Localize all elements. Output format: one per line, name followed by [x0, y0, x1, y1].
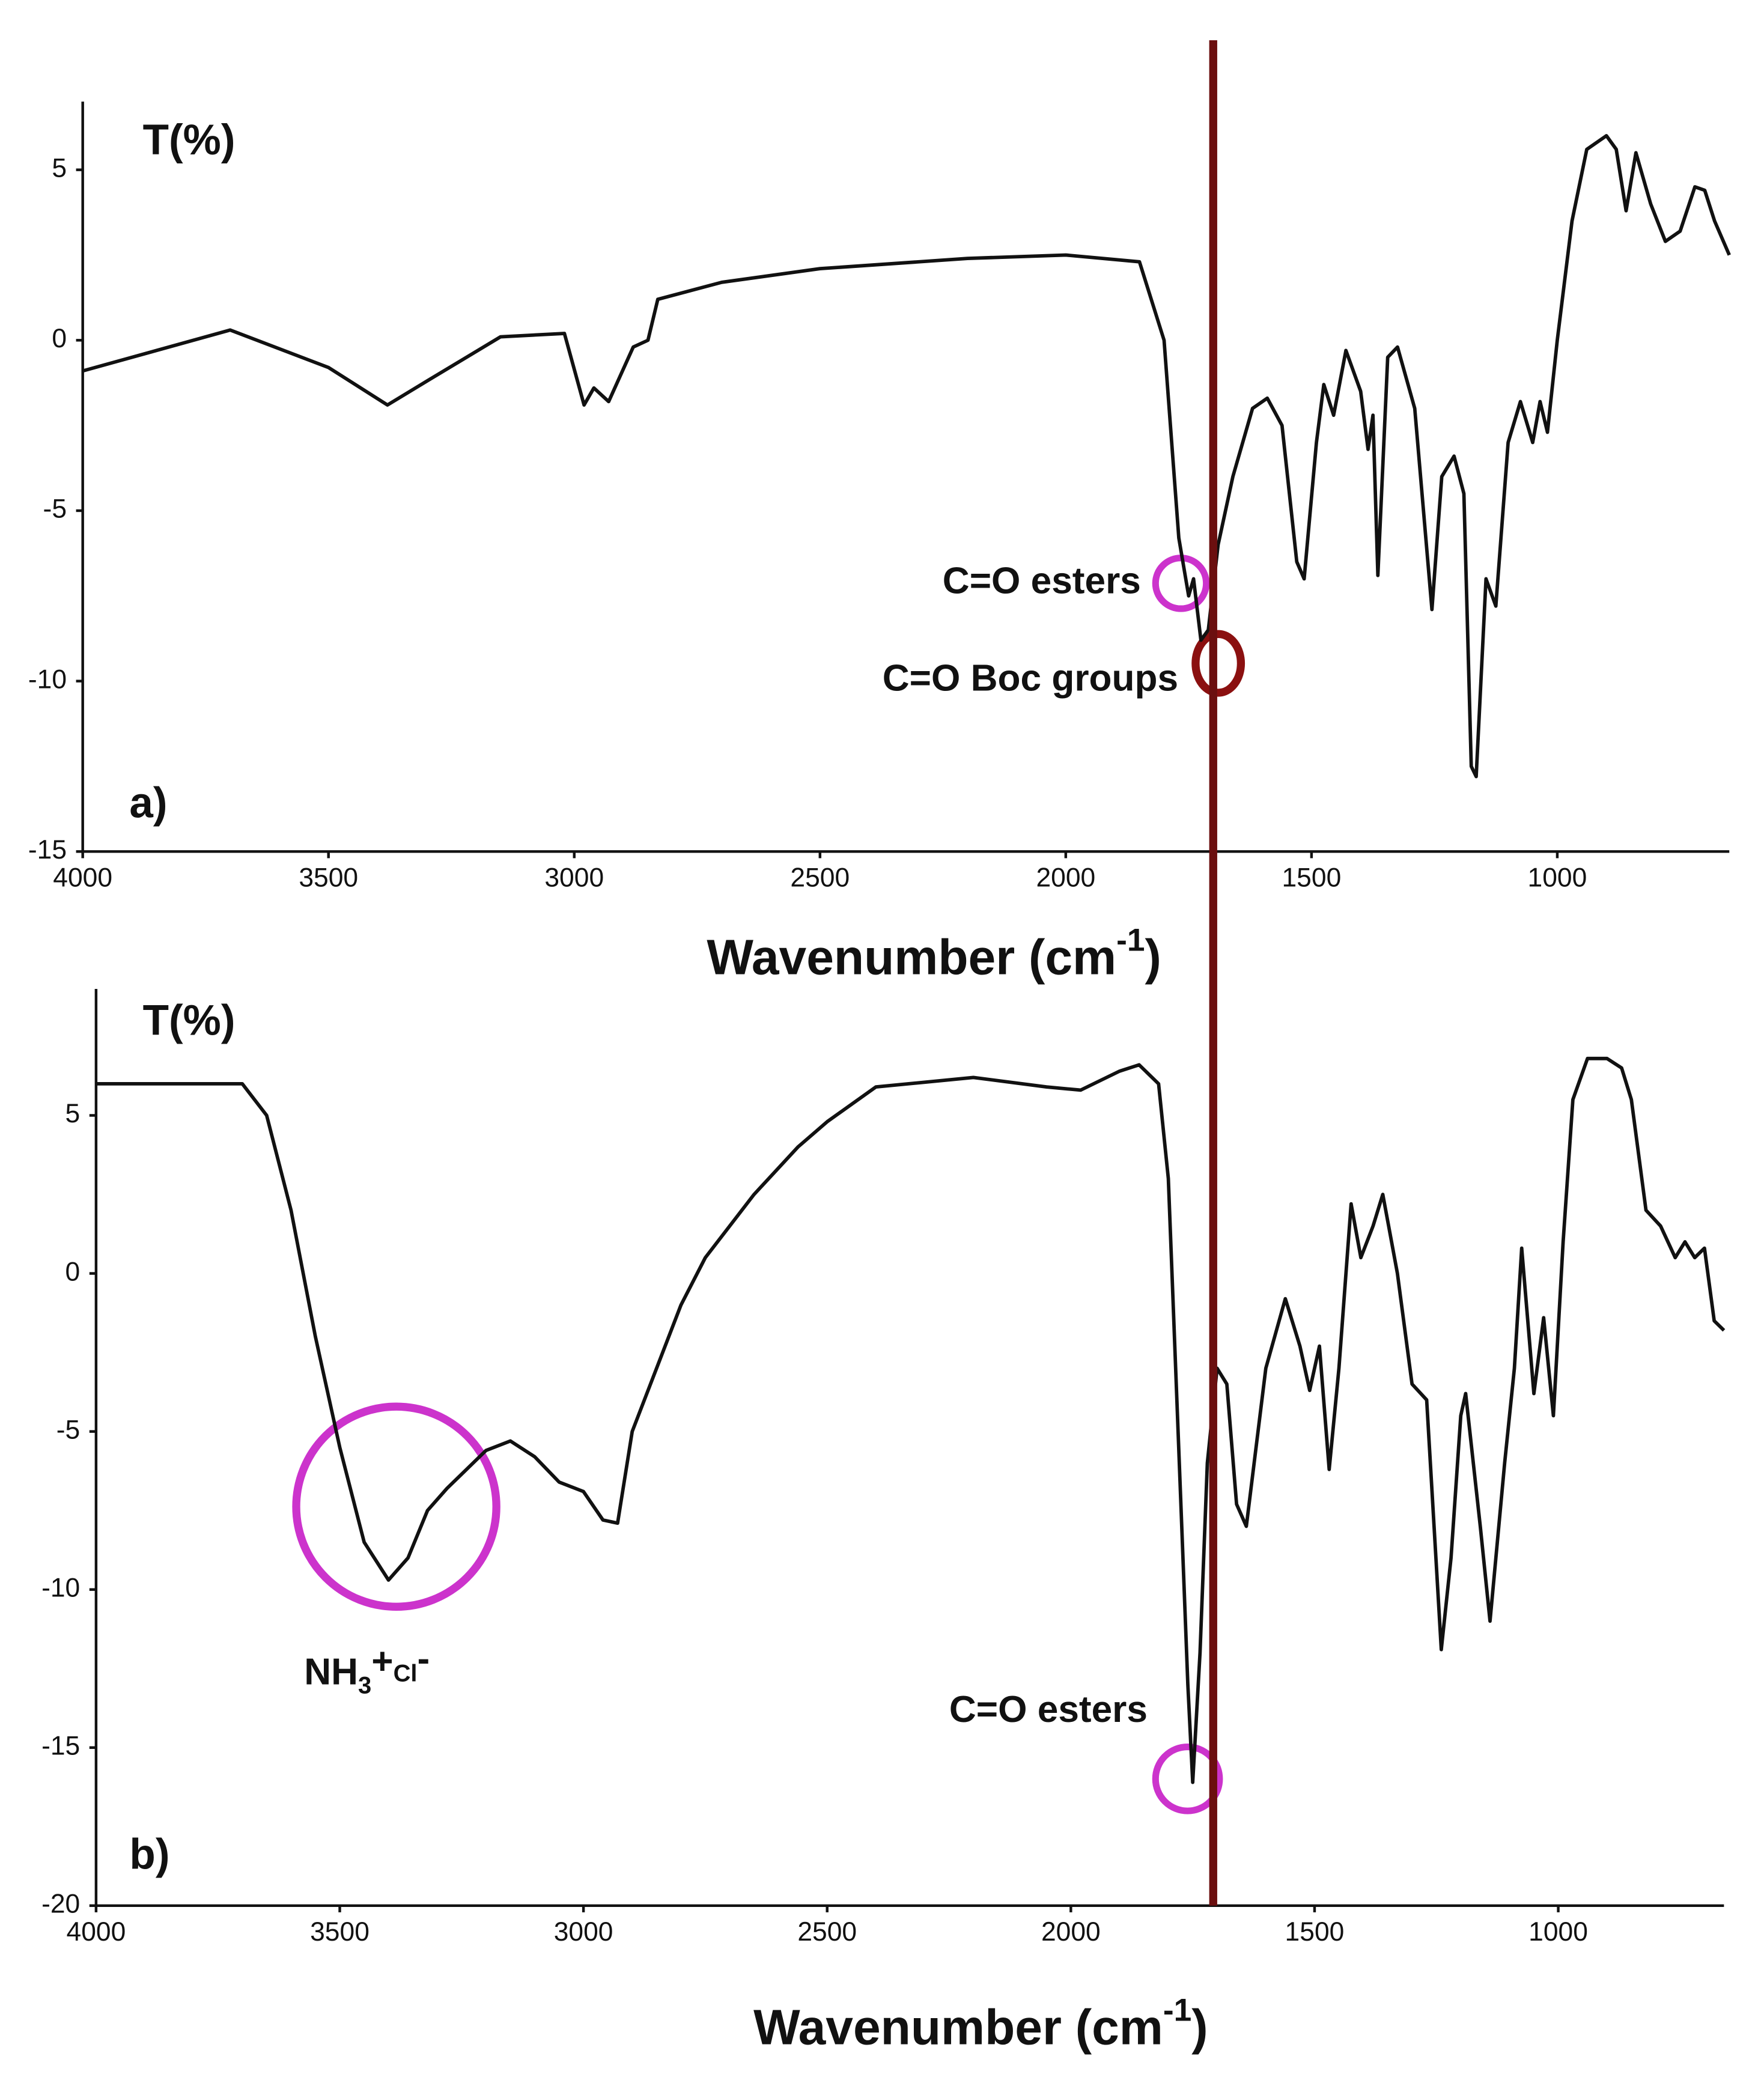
spectrum-line — [82, 134, 1731, 779]
x-tick-label: 2000 — [1041, 1917, 1101, 1947]
y-tick-label: -20 — [41, 1890, 80, 1919]
annotation: C=O Boc groups — [883, 657, 1178, 699]
y-tick-label: -10 — [28, 664, 67, 694]
x-tick-label: 3000 — [554, 1917, 613, 1947]
x-tick-label: 1000 — [1528, 1917, 1588, 1947]
x-tick-label: 3500 — [299, 863, 358, 893]
y-tick-label: -15 — [41, 1731, 80, 1760]
y-tick-label: -10 — [41, 1573, 80, 1602]
annotation: C=O esters — [943, 560, 1141, 601]
x-tick-label: 1500 — [1282, 863, 1341, 893]
x-tick-label: 1500 — [1285, 1917, 1345, 1947]
y-axis-label: T(%) — [143, 997, 236, 1045]
x-tick-label: 2500 — [797, 1917, 857, 1947]
x-axis-label: Wavenumber (cm-1) — [707, 922, 1161, 985]
x-tick-label: 3000 — [544, 863, 604, 893]
y-tick-label: -5 — [56, 1415, 80, 1444]
x-label-main: Wavenumber (cm — [753, 2000, 1163, 2055]
annotation-part: - — [418, 1638, 430, 1680]
annotation: C=O esters — [949, 1689, 1148, 1730]
annotation-part: 3 — [358, 1672, 371, 1698]
x-label-sup: -1 — [1163, 1993, 1191, 2028]
panel-label: b) — [129, 1831, 169, 1879]
annotation-part: NH — [304, 1652, 358, 1693]
y-tick-label: 5 — [65, 1099, 81, 1128]
x-label-end: ) — [1145, 930, 1161, 985]
annotation-part: Cl — [394, 1660, 418, 1686]
x-label-end: ) — [1191, 2000, 1208, 2055]
x-tick-label: 2500 — [790, 863, 850, 893]
y-axis-label: T(%) — [143, 117, 236, 164]
y-tick-label: 0 — [52, 324, 67, 353]
x-label-main: Wavenumber (cm — [707, 930, 1116, 985]
x-tick-label: 4000 — [67, 1917, 126, 1947]
annotation-part: + — [371, 1641, 393, 1682]
y-tick-label: 5 — [52, 153, 67, 183]
x-axis-label: Wavenumber (cm-1) — [753, 1993, 1208, 2055]
annotation: NH3+Cl- — [304, 1638, 430, 1698]
y-tick-label: 0 — [65, 1257, 81, 1286]
x-tick-label: 2000 — [1036, 863, 1095, 893]
ester-circle-b — [1152, 1743, 1223, 1814]
x-tick-label: 4000 — [53, 863, 112, 893]
amine-circle — [292, 1402, 500, 1611]
spectrum-line — [96, 1056, 1726, 1784]
boc-circle — [1191, 630, 1245, 697]
x-tick-label: 1000 — [1528, 863, 1587, 893]
x-label-sup: -1 — [1116, 922, 1145, 958]
y-tick-label: -15 — [28, 835, 67, 865]
y-tick-label: -5 — [43, 494, 67, 524]
x-tick-label: 3500 — [310, 1917, 370, 1947]
panel-label: a) — [129, 780, 167, 827]
